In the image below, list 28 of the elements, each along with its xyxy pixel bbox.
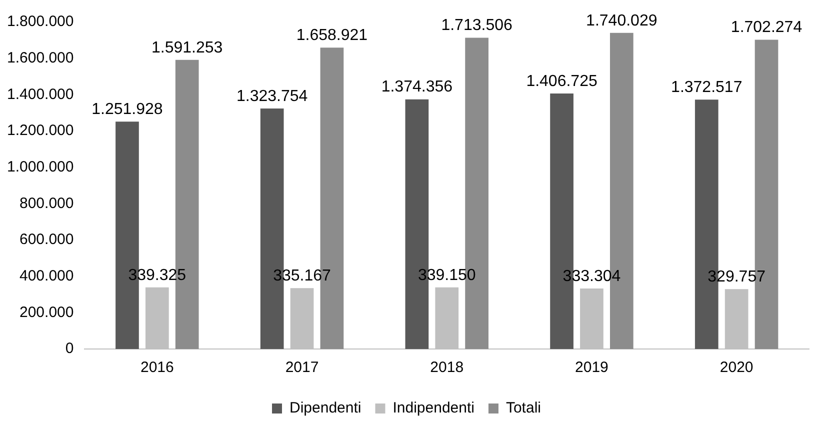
x-tick-label: 2016 xyxy=(140,359,174,376)
legend-label: Totali xyxy=(506,400,541,417)
data-label: 1.658.921 xyxy=(296,27,368,44)
data-label: 1.591.253 xyxy=(152,39,223,56)
legend-label: Dipendenti xyxy=(290,400,362,417)
legend-label: Indipendenti xyxy=(392,400,474,417)
x-tick-label: 2018 xyxy=(430,359,464,376)
x-tick-label: 2019 xyxy=(575,359,608,376)
y-tick-label: 200.000 xyxy=(19,304,74,321)
data-label: 1.713.506 xyxy=(441,17,512,34)
x-tick-label: 2020 xyxy=(720,359,754,376)
data-label: 1.740.029 xyxy=(586,12,658,30)
y-tick-label: 1.400.000 xyxy=(6,86,74,103)
data-label: 1.374.356 xyxy=(381,78,453,96)
y-tick-label: 1.000.000 xyxy=(6,158,74,176)
y-tick-label: 1.800.000 xyxy=(6,13,74,30)
x-tick-label: 2017 xyxy=(285,359,319,376)
data-label: 1.323.754 xyxy=(236,88,308,105)
data-label: 1.372.517 xyxy=(671,79,742,96)
data-label: 1.702.274 xyxy=(730,19,802,36)
data-label: 1.251.928 xyxy=(92,100,163,118)
y-tick-label: 800.000 xyxy=(19,194,74,212)
y-tick-label: 1.600.000 xyxy=(6,49,74,66)
data-label: 1.406.725 xyxy=(526,72,598,90)
y-tick-label: 1.200.000 xyxy=(6,122,74,140)
y-tick-label: 0 xyxy=(65,340,74,358)
y-tick-label: 600.000 xyxy=(19,231,74,248)
y-tick-label: 400.000 xyxy=(19,267,74,284)
